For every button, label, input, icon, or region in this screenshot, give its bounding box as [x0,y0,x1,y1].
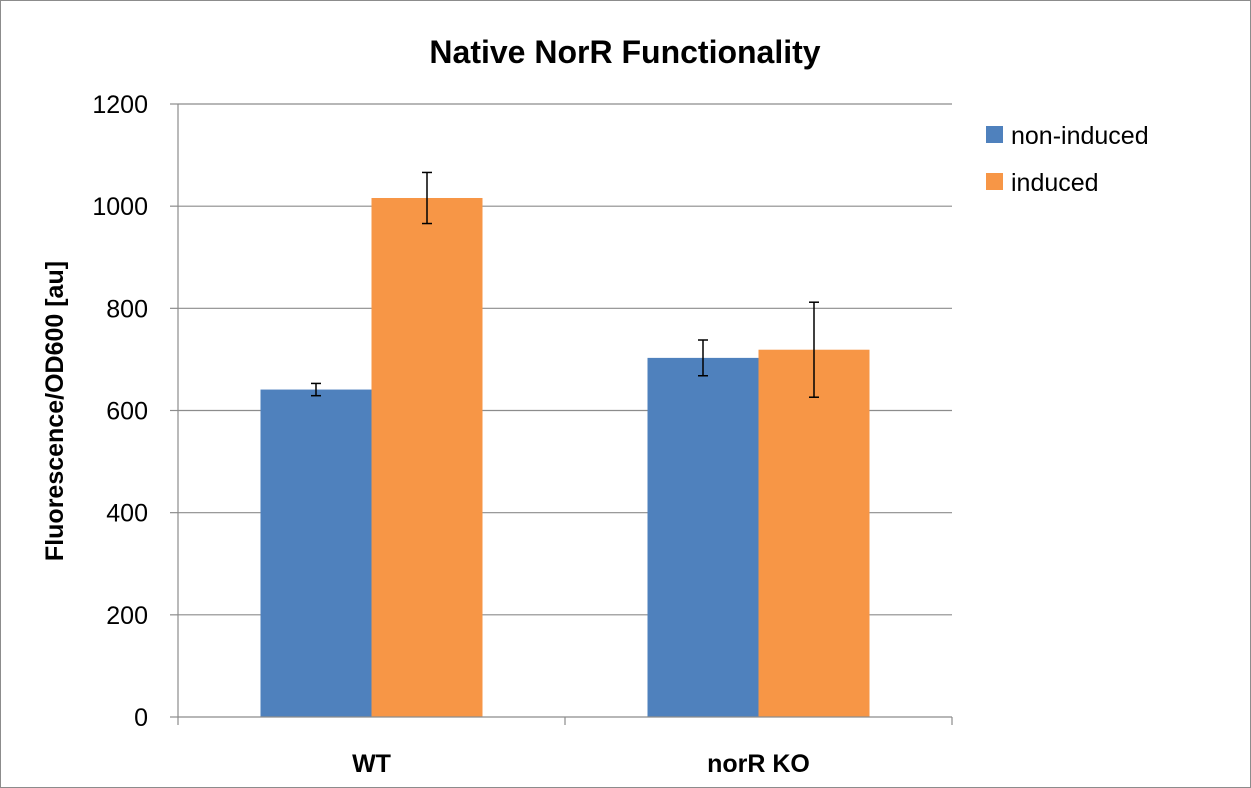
bar-induced-wt [371,197,483,717]
legend-label: non-induced [1011,122,1149,150]
bars [260,197,870,717]
axes [170,103,953,725]
chart-title: Native NorR Functionality [429,34,820,70]
legend-label: induced [1011,169,1099,197]
x-category-label: norR KO [707,750,810,778]
bar-non-induced-norr-ko [647,357,759,717]
legend: non-induced induced [986,122,1149,197]
x-category-label: WT [352,750,391,778]
y-tick-label: 600 [106,398,148,426]
y-tick-label: 200 [106,602,148,630]
y-tick-label: 1200 [92,91,148,119]
tick-labels: 0 200 400 600 800 1000 1200 WT norR KO [92,91,810,778]
bar-induced-norr-ko [758,349,870,717]
y-tick-label: 800 [106,295,148,323]
y-tick-label: 0 [134,704,148,732]
y-tick-label: 1000 [92,193,148,221]
error-bars [311,171,819,398]
legend-swatch [986,173,1003,190]
legend-swatch [986,126,1003,143]
y-tick-label: 400 [106,500,148,528]
y-axis-label: Fluorescence/OD600 [au] [41,261,69,561]
bar-non-induced-wt [260,389,372,717]
